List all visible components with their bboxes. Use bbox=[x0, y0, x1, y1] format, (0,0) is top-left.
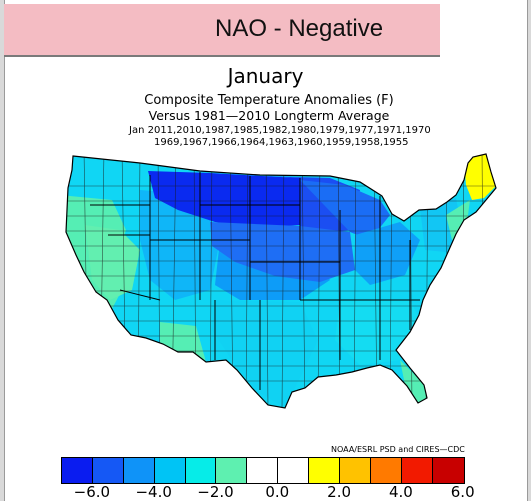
legend-swatch bbox=[340, 458, 371, 483]
legend-tick-label: 4.0 bbox=[388, 483, 413, 501]
legend-swatch bbox=[432, 458, 464, 483]
title-banner bbox=[4, 4, 526, 57]
banner-title: NAO - Negative bbox=[215, 15, 384, 42]
banner-blank-panel bbox=[448, 12, 526, 55]
color-legend bbox=[61, 457, 465, 484]
legend-swatch bbox=[247, 458, 279, 483]
us-anomaly-map bbox=[65, 153, 497, 409]
legend-tick-label: 6.0 bbox=[450, 483, 475, 501]
legend-swatch bbox=[154, 458, 186, 483]
legend-swatch bbox=[92, 458, 124, 483]
composite-years-line2: 1969,1967,1966,1964,1963,1960,1959,1958,… bbox=[154, 137, 409, 148]
legend-swatch bbox=[278, 458, 310, 483]
composite-years-line1: Jan 2011,2010,1987,1985,1982,1980,1979,1… bbox=[129, 125, 431, 136]
legend-swatch bbox=[185, 458, 217, 483]
data-credit: NOAA/ESRL PSD and CIRES—CDC bbox=[331, 445, 465, 454]
legend-tick-label: 0.0 bbox=[265, 483, 290, 501]
legend-swatch bbox=[370, 458, 402, 483]
legend-tick-label: 2.0 bbox=[327, 483, 352, 501]
legend-swatch bbox=[62, 458, 93, 483]
map-subtitle: Composite Temperature Anomalies (F) bbox=[144, 93, 394, 108]
legend-swatch bbox=[401, 458, 433, 483]
legend-tick-label: −4.0 bbox=[135, 483, 172, 501]
legend-tick-label: −6.0 bbox=[73, 483, 111, 501]
legend-swatch bbox=[216, 458, 248, 483]
legend-tick-label: −2.0 bbox=[197, 483, 234, 501]
legend-swatch bbox=[123, 458, 155, 483]
legend-swatch bbox=[309, 458, 341, 483]
map-baseline: Versus 1981—2010 Longterm Average bbox=[148, 108, 390, 123]
map-month-title: January bbox=[227, 64, 304, 88]
